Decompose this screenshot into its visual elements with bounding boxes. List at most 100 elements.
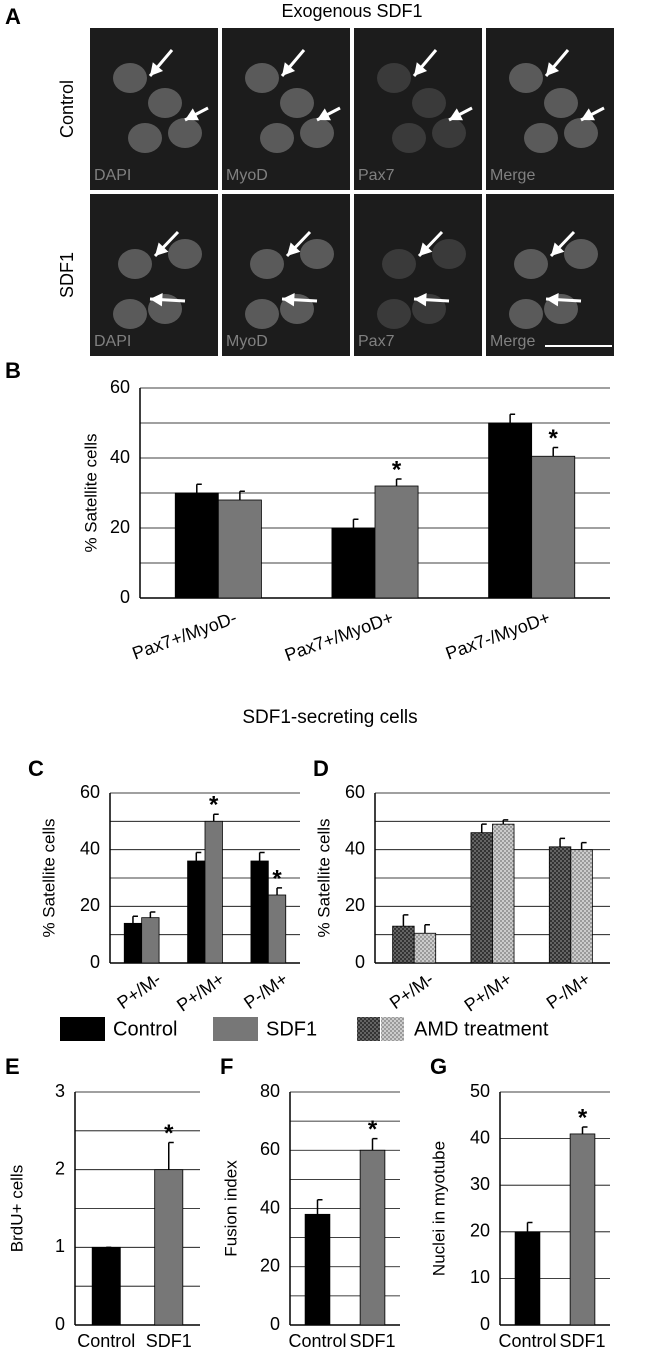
- y-tick-label: 3: [55, 1081, 65, 1101]
- bar: [187, 860, 206, 964]
- significance: *: [392, 456, 402, 483]
- error-bar: [395, 478, 402, 486]
- bar: [531, 455, 576, 599]
- significance: *: [209, 792, 219, 819]
- y-tick-label: 60: [260, 1139, 280, 1159]
- cell: [260, 123, 294, 153]
- y-axis-label: % Satellite cells: [314, 818, 333, 937]
- bar: [217, 499, 262, 599]
- arrow-head: [419, 242, 433, 256]
- y-axis-label: % Satellite cells: [81, 433, 100, 552]
- bar: [304, 1213, 331, 1326]
- significance: *: [578, 1104, 588, 1131]
- y-tick-label: 60: [345, 782, 365, 802]
- bar: [359, 1149, 386, 1326]
- y-tick-label: 20: [260, 1256, 280, 1276]
- arrow-head: [150, 62, 164, 76]
- x-tick-label: Control: [77, 1331, 135, 1351]
- bar: [141, 917, 160, 964]
- error-bar: [509, 413, 516, 423]
- bar: [548, 846, 572, 964]
- cell: [564, 239, 598, 269]
- row-label: Control: [57, 80, 77, 138]
- panel-letter: C: [28, 756, 44, 781]
- cell: [509, 63, 543, 93]
- arrow-head: [414, 292, 427, 307]
- section-title: SDF1-secreting cells: [242, 707, 417, 728]
- arrow-head: [546, 292, 559, 307]
- cell: [392, 123, 426, 153]
- error-bar: [559, 837, 566, 847]
- cell: [377, 299, 411, 329]
- error-bar: [424, 924, 430, 934]
- row-label: SDF1: [57, 252, 77, 298]
- legend-swatch: [381, 1017, 404, 1041]
- significance: *: [272, 865, 282, 892]
- panel-letter: D: [313, 756, 329, 781]
- significance: *: [164, 1120, 174, 1147]
- y-tick-label: 40: [80, 838, 100, 858]
- y-tick-label: 40: [345, 838, 365, 858]
- y-tick-label: 40: [260, 1197, 280, 1217]
- legend-label: Control: [113, 1018, 177, 1040]
- panel-letter: A: [5, 4, 21, 29]
- y-tick-label: 0: [55, 1314, 65, 1334]
- bar: [392, 925, 415, 964]
- cell: [300, 118, 334, 148]
- y-tick-label: 20: [345, 895, 365, 915]
- significance: *: [549, 425, 559, 452]
- x-tick-label: Pax7+/MyoD-: [130, 607, 240, 663]
- arrow-head: [414, 62, 428, 76]
- error-bar: [168, 1141, 174, 1170]
- arrow-head: [581, 108, 595, 121]
- bar: [374, 485, 419, 599]
- micrograph: [222, 194, 350, 356]
- channel-label: Pax7: [358, 333, 395, 350]
- x-tick-label: Control: [288, 1331, 346, 1351]
- error-bar: [581, 1126, 588, 1134]
- legend-swatch: [60, 1017, 105, 1041]
- bar: [123, 922, 143, 964]
- panel-letter: B: [5, 358, 21, 383]
- x-tick-label: SDF1: [146, 1331, 192, 1351]
- bar: [174, 492, 219, 599]
- y-tick-label: 60: [110, 377, 130, 397]
- cell: [432, 239, 466, 269]
- error-bar: [526, 1221, 533, 1232]
- micrograph: [90, 194, 218, 356]
- y-tick-label: 20: [80, 895, 100, 915]
- y-tick-label: 0: [90, 952, 100, 972]
- arrow-head: [449, 108, 463, 121]
- y-tick-label: 40: [110, 447, 130, 467]
- error-bar: [552, 446, 559, 457]
- cell: [432, 118, 466, 148]
- channel-label: Merge: [490, 167, 535, 184]
- cell: [245, 299, 279, 329]
- x-tick-label: P+/M+: [461, 969, 516, 1016]
- cell: [412, 88, 446, 118]
- cell: [544, 88, 578, 118]
- cell: [168, 239, 202, 269]
- legend-label: AMD treatment: [414, 1018, 549, 1040]
- error-bar: [212, 813, 219, 822]
- error-bar: [276, 887, 283, 895]
- cell: [300, 239, 334, 269]
- micrograph: [354, 194, 482, 356]
- channel-label: DAPI: [94, 333, 131, 350]
- bar: [488, 422, 533, 599]
- arrow-head: [282, 292, 295, 307]
- y-tick-label: 2: [55, 1158, 65, 1178]
- x-tick-label: P+/M+: [173, 969, 228, 1016]
- error-bar: [402, 914, 409, 927]
- panel-letter: F: [220, 1054, 233, 1079]
- x-tick-label: P+/M-: [386, 969, 437, 1013]
- arrow-head: [287, 242, 301, 256]
- legend-label: SDF1: [266, 1018, 317, 1040]
- channel-label: MyoD: [226, 167, 268, 184]
- arrow-head: [546, 62, 560, 76]
- y-axis-label: Fusion index: [221, 1160, 240, 1257]
- y-axis-label: Nuclei in myotube: [429, 1141, 448, 1276]
- y-tick-label: 0: [270, 1314, 280, 1334]
- cell: [564, 118, 598, 148]
- bar: [492, 823, 515, 964]
